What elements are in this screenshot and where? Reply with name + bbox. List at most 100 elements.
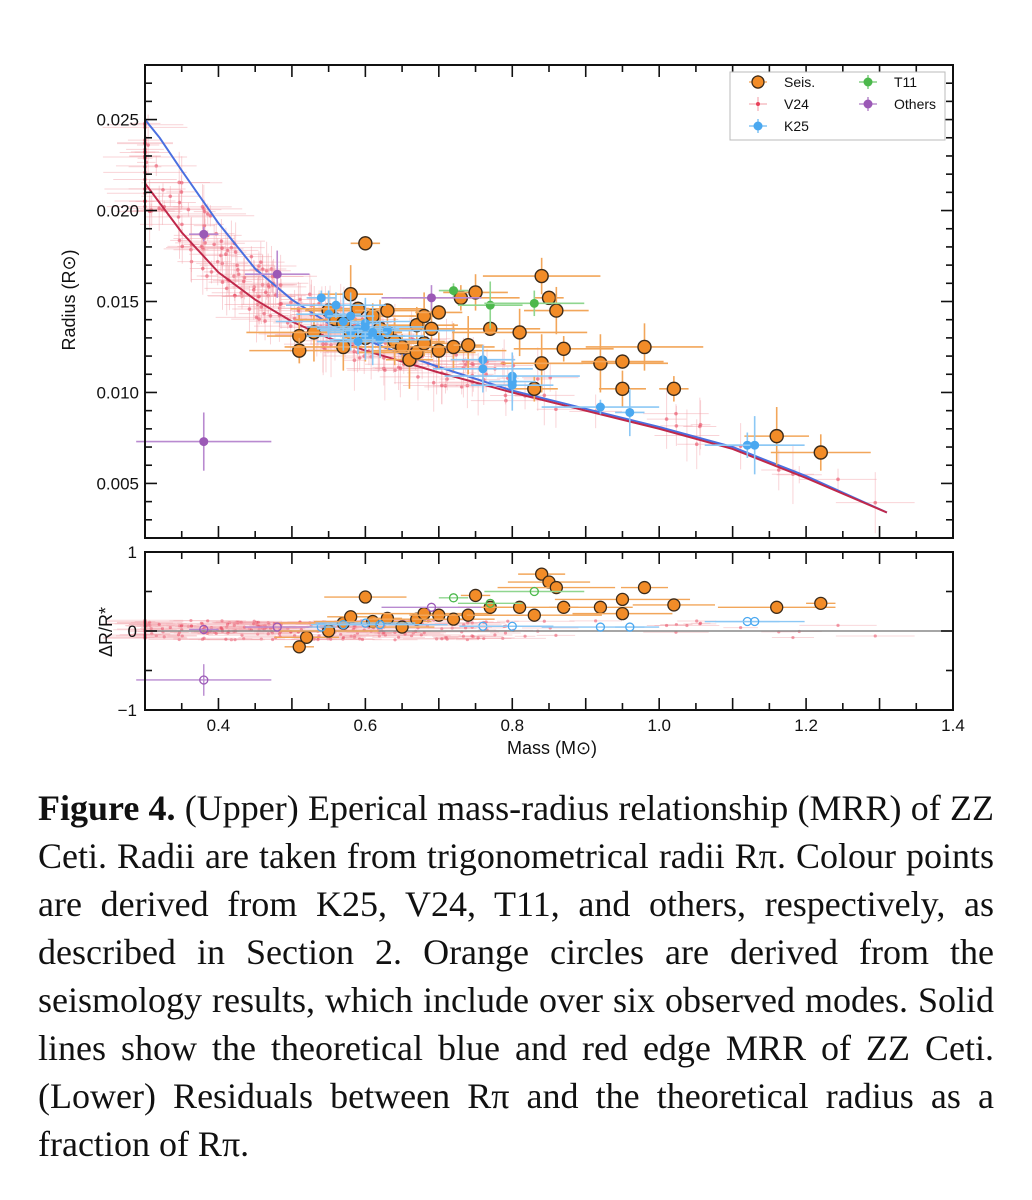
v24-point	[674, 424, 679, 428]
v24-point	[206, 619, 210, 623]
lower-y-axis-label: ΔR/R*	[96, 607, 116, 657]
k25-residual-point	[507, 621, 517, 631]
k25-point	[478, 364, 488, 374]
legend-marker	[753, 121, 763, 131]
others-point	[272, 269, 282, 279]
legend: Seis. V24 K25 T11 Others	[729, 71, 946, 141]
legend-item-others: Others	[859, 96, 936, 112]
v24-point	[200, 205, 205, 209]
v24-point	[219, 253, 223, 258]
v24-point	[168, 625, 172, 630]
k25-residual-point	[375, 620, 385, 630]
seis-residual-point	[358, 590, 373, 604]
seis-residual-point	[615, 592, 630, 607]
v24-point	[209, 625, 214, 630]
v24-point	[674, 622, 678, 627]
v24-point	[259, 304, 264, 309]
v24-point	[288, 324, 293, 328]
others-residual-point	[272, 622, 282, 632]
legend-item-seis: Seis.	[749, 74, 815, 90]
t11-point	[529, 298, 539, 308]
seis-point	[394, 339, 410, 355]
seis-residual-point	[292, 640, 306, 654]
v24-point	[268, 314, 273, 318]
v24-point	[398, 366, 403, 371]
v24-point	[324, 342, 328, 346]
v24-point	[278, 283, 283, 287]
v24-point	[257, 264, 261, 268]
v24-point	[470, 634, 474, 638]
theory-line-red-edge	[144, 182, 888, 514]
v24-point	[241, 279, 246, 284]
k25-residual-point	[595, 622, 606, 632]
seis-residual-point	[770, 600, 784, 614]
v24-point	[542, 619, 546, 623]
v24-point	[277, 306, 282, 310]
v24-point	[262, 311, 267, 316]
seis-point	[424, 321, 439, 336]
v24-point	[179, 624, 183, 628]
v24-point	[685, 623, 689, 628]
v24-point	[177, 637, 181, 642]
v24-point	[259, 260, 263, 264]
k25-point	[595, 402, 605, 412]
v24-point	[289, 300, 293, 305]
v24-point	[249, 254, 254, 259]
v24-point	[292, 634, 297, 638]
series-k25	[275, 290, 805, 475]
seis-point	[615, 381, 630, 397]
v24-point	[177, 238, 182, 243]
v24-point	[189, 247, 193, 252]
v24-point	[263, 290, 268, 295]
v24-point	[235, 263, 239, 268]
y-tick-label: 0.020	[96, 202, 139, 221]
k25-residual-point	[360, 618, 371, 628]
k25-point	[331, 300, 341, 310]
v24-point	[695, 619, 699, 623]
v24-point	[148, 624, 152, 628]
v24-point	[263, 319, 267, 323]
v24-point	[503, 631, 508, 635]
residual-series-k25	[306, 616, 805, 632]
v24-point	[440, 627, 444, 631]
v24-point	[459, 385, 464, 389]
k25-residual-point	[625, 622, 635, 632]
y-tick-label: 0.005	[96, 474, 139, 493]
seis-point	[431, 343, 447, 358]
v24-point	[463, 362, 468, 367]
v24-point	[470, 361, 474, 366]
seis-point	[380, 303, 395, 318]
v24-point	[180, 222, 184, 227]
seis-point	[358, 236, 373, 251]
legend-label: K25	[784, 118, 809, 134]
v24-point	[694, 442, 699, 446]
v24-point	[242, 636, 246, 641]
k25-point	[368, 327, 378, 337]
v24-point	[484, 372, 488, 377]
y-tick-label: −1	[118, 701, 137, 720]
v24-point	[199, 621, 204, 625]
seis-point	[541, 290, 557, 306]
v24-point	[535, 377, 540, 381]
v24-point	[506, 619, 510, 623]
v24-point	[229, 638, 234, 642]
v24-point	[341, 637, 345, 641]
v24-point	[504, 398, 508, 403]
y-tick-label: 0	[128, 622, 137, 641]
v24-point	[160, 626, 165, 631]
seis-residual-point	[814, 596, 828, 610]
others-residual-point	[426, 602, 437, 612]
v24-point	[266, 632, 270, 636]
v24-point	[476, 636, 480, 640]
seis-point	[461, 337, 476, 353]
v24-point	[179, 180, 184, 185]
legend-label: V24	[784, 96, 809, 112]
x-tick-label: 1.2	[794, 716, 818, 735]
v24-point	[383, 633, 387, 637]
v24-point	[465, 383, 470, 388]
v24-point	[240, 294, 244, 298]
seis-point	[416, 308, 432, 324]
v24-point	[264, 268, 269, 273]
v24-point	[349, 634, 353, 638]
v24-point	[186, 207, 191, 212]
